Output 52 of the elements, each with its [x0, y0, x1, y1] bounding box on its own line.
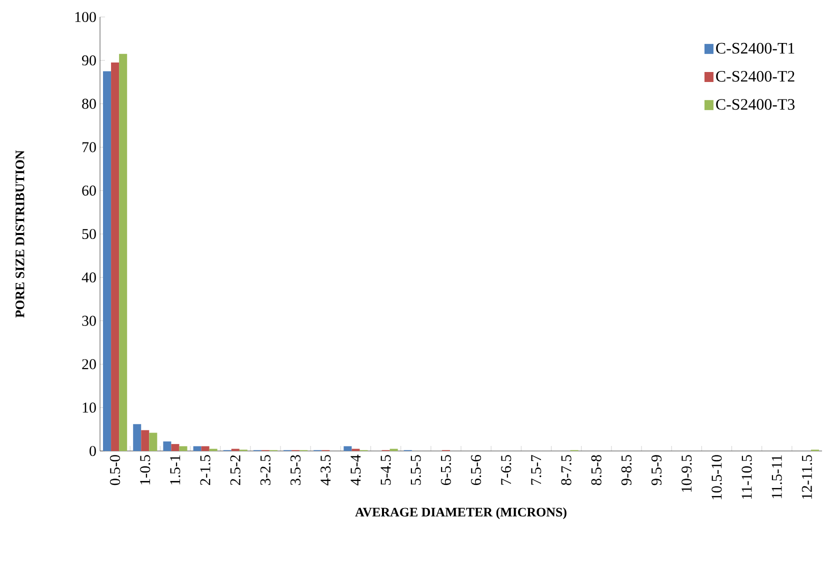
x-tick-label: 12-11.5 — [802, 455, 812, 499]
bar — [111, 62, 120, 451]
bar — [149, 432, 158, 451]
y-axis-title: PORE SIZE DISTRIBUTION — [16, 150, 24, 318]
legend-label: C-S2400-T2 — [716, 70, 794, 82]
x-tick-label: 2-1.5 — [200, 455, 210, 485]
y-tick-label: 0 — [90, 446, 96, 456]
bar — [344, 446, 352, 451]
x-tick-label: 7.5-7 — [531, 454, 542, 485]
y-tick-label: 60 — [82, 186, 96, 196]
x-tick-label: 4-3.5 — [320, 455, 331, 486]
y-tick-label: 20 — [82, 359, 96, 370]
x-tick-label: 7-6.5 — [501, 455, 512, 485]
bar — [103, 71, 112, 451]
x-tick-label: 8-7.5 — [561, 455, 572, 486]
x-tick-label: 3.5-3 — [290, 455, 301, 485]
x-tick-label: 8.5-8 — [591, 455, 602, 486]
legend-label: C-S2400-T1 — [716, 42, 794, 54]
y-tick-label: 80 — [82, 98, 96, 109]
x-tick-label: 4.5-4 — [350, 454, 361, 486]
bar — [179, 446, 188, 451]
x-tick-label: 6-5.5 — [440, 455, 452, 485]
x-tick-label: 3-2.5 — [260, 455, 271, 485]
y-tick-label: 40 — [82, 272, 96, 282]
bar — [201, 446, 210, 451]
bar — [133, 424, 142, 451]
y-tick-label: 30 — [82, 316, 96, 326]
bar — [141, 430, 150, 451]
x-tick-label: 10-9.5 — [682, 455, 692, 492]
x-tick-label: 9-8.5 — [621, 455, 632, 486]
x-tick-label: 0.5-0 — [110, 455, 120, 486]
x-tick-label: 1-0.5 — [140, 455, 150, 484]
bar — [171, 444, 180, 451]
bar — [163, 441, 172, 451]
y-tick-label: 90 — [82, 55, 96, 66]
y-tick-label: 10 — [82, 402, 96, 413]
legend-label: C-S2400-T3 — [716, 99, 795, 110]
x-axis-title: AVERAGE DIAMETER (MICRONS) — [355, 507, 566, 520]
x-tick-label: 6.5-6 — [471, 454, 482, 485]
x-tick-label: 9.5-9 — [652, 455, 662, 486]
x-tick-label: 10.5-10 — [712, 455, 722, 500]
x-tick-label: 2.5-2 — [230, 455, 240, 485]
bar — [119, 54, 128, 451]
x-tick-label: 1.5-1 — [170, 455, 180, 484]
bar — [193, 446, 202, 451]
y-tick-label: 50 — [82, 228, 96, 240]
x-tick-label: 11.5-11 — [772, 455, 782, 498]
x-tick-label: 5.5-5 — [410, 455, 421, 485]
x-tick-label: 11-10.5 — [742, 455, 752, 499]
y-tick-label: 100 — [75, 12, 96, 22]
x-tick-label: 5-4.5 — [380, 455, 391, 485]
y-tick-label: 70 — [82, 142, 96, 152]
